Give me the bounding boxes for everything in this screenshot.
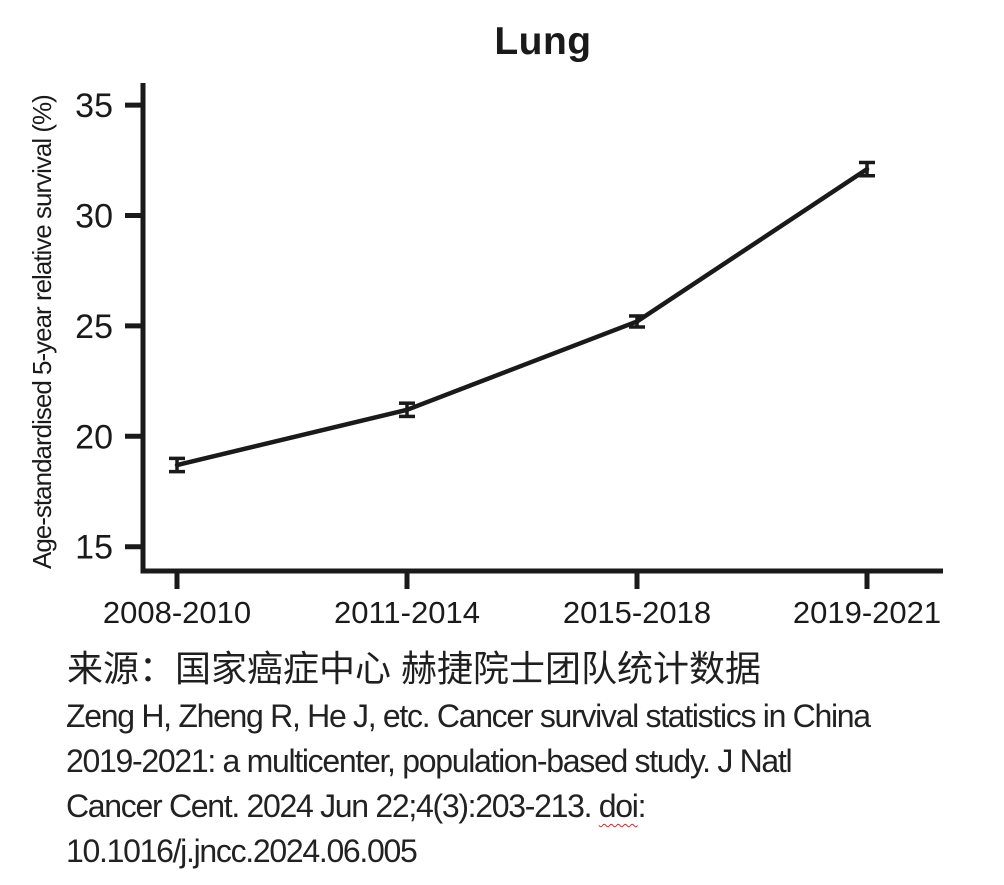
x-tick-label: 2011-2014 [334,595,480,630]
y-tick-label: 25 [75,308,113,346]
citation-line-4: 10.1016/j.jncc.2024.06.005 [66,833,418,869]
doi-word: doi [598,788,639,824]
y-tick-label: 15 [75,529,113,567]
x-tick-label: 2019-2021 [793,595,941,630]
data-source-text: 来源：国家癌症中心 赫捷院士团队统计数据 [67,648,762,689]
citation-line-1: Zeng H, Zheng R, He J, etc. Cancer survi… [66,698,871,734]
chart-title: Lung [494,20,592,63]
survival-line-chart: 15 20 25 30 35 2008-2010 2011-2014 2015-2018 201… [75,83,943,630]
y-tick-label: 30 [75,197,113,235]
citation-line-3-prefix: Cancer Cent. 2024 Jun 22;4(3):203-213. [66,788,599,824]
citation-line-3-suffix: : [637,788,647,824]
x-tick-label: 2008-2010 [103,595,251,630]
survival-trend-line [174,166,870,468]
y-tick-label: 20 [75,418,113,456]
citation-block: Zeng H, Zheng R, He J, etc. Cancer survi… [66,694,996,874]
x-tick-label: 2015-2018 [563,595,711,630]
citation-line-3: Cancer Cent. 2024 Jun 22;4(3):203-213. d… [66,784,996,829]
y-tick-label: 35 [75,87,113,125]
citation-line-2: 2019-2021: a multicenter, population-bas… [66,743,793,779]
